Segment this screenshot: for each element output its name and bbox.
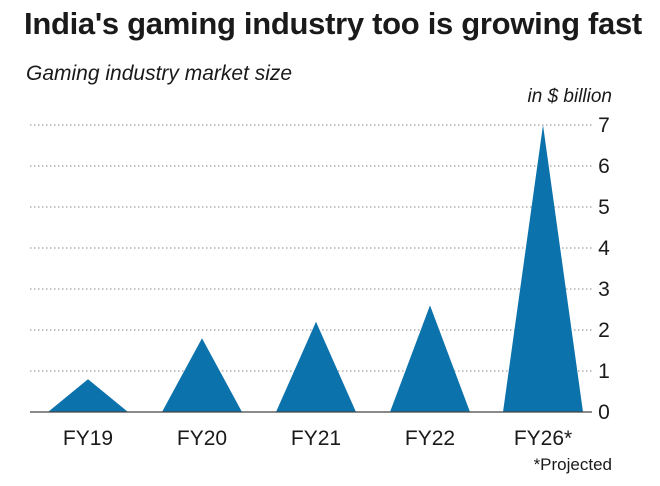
- y-tick-label: 2: [598, 319, 610, 342]
- y-tick-label: 7: [598, 114, 610, 137]
- y-axis-ticks: 0 1 2 3 4 5 6 7: [598, 114, 610, 424]
- y-axis-unit-label: in $ billion: [527, 86, 613, 107]
- bar-fy21: [276, 321, 356, 412]
- x-tick-label: FY20: [177, 427, 227, 450]
- footnote: *Projected: [533, 455, 612, 474]
- y-tick-label: 4: [598, 237, 610, 260]
- y-tick-label: 1: [598, 360, 610, 383]
- x-tick-label: FY22: [405, 427, 455, 450]
- bars: [48, 125, 583, 412]
- x-axis-labels: FY19 FY20 FY21 FY22 FY26*: [63, 427, 572, 450]
- y-tick-label: 5: [598, 196, 610, 219]
- y-tick-label: 3: [598, 278, 610, 301]
- chart-title: India's gaming industry too is growing f…: [24, 6, 642, 41]
- bar-fy26: [503, 125, 583, 412]
- x-tick-label: FY26*: [514, 427, 572, 450]
- chart-subtitle: Gaming industry market size: [26, 62, 293, 85]
- y-tick-label: 0: [598, 401, 610, 424]
- bar-fy22: [390, 305, 470, 412]
- x-tick-label: FY19: [63, 427, 113, 450]
- x-tick-label: FY21: [291, 427, 341, 450]
- y-tick-label: 6: [598, 155, 610, 178]
- bar-fy19: [48, 379, 128, 412]
- bar-fy20: [162, 338, 242, 412]
